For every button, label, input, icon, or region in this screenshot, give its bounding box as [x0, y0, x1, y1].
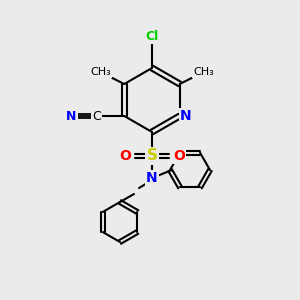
Text: C: C	[92, 110, 101, 122]
Text: S: S	[146, 148, 158, 164]
Text: CH₃: CH₃	[193, 67, 214, 77]
Text: N: N	[66, 110, 76, 122]
Text: O: O	[173, 149, 185, 163]
Text: Cl: Cl	[146, 29, 159, 43]
Text: N: N	[180, 109, 191, 123]
Text: O: O	[119, 149, 131, 163]
Text: CH₃: CH₃	[90, 67, 111, 77]
Text: N: N	[146, 171, 158, 185]
